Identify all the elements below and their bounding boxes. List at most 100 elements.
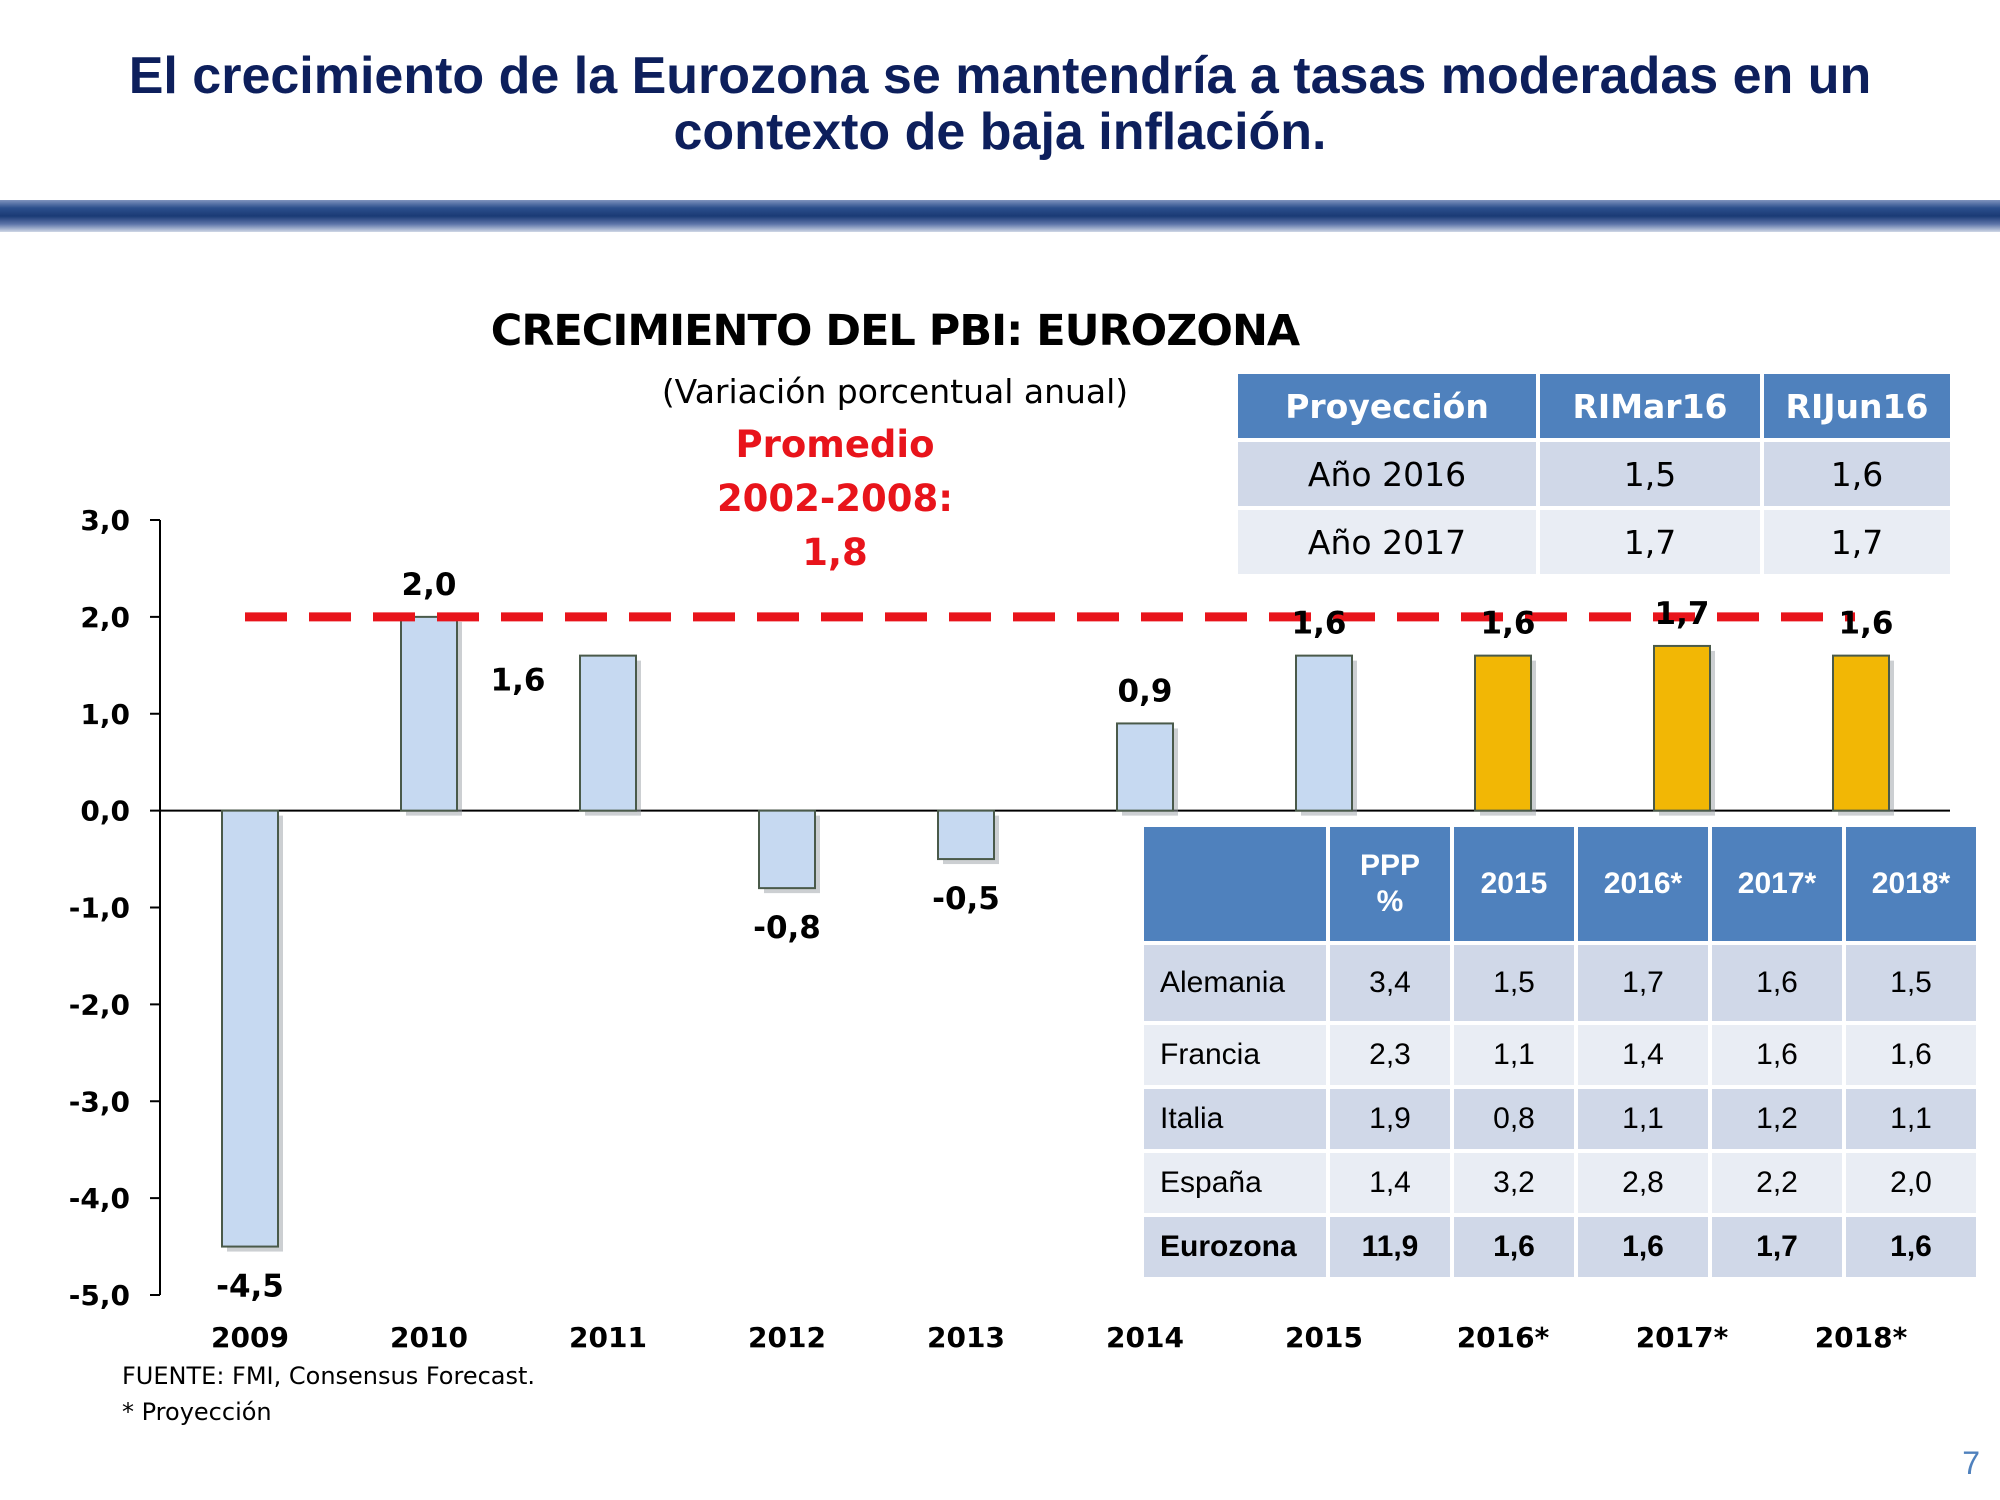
projection-table: Proyección RIMar16 RIJun16 Año 2016 1,5 … [1234,370,1954,578]
x-category-label: 2016* [1457,1321,1550,1354]
country-growth-table: PPP % 2015 2016* 2017* 2018* Alemania 3,… [1140,823,1980,1281]
country-table-row: Alemania 3,4 1,5 1,7 1,6 1,5 [1144,945,1976,1021]
bar-value-label: -4,5 [216,1269,284,1305]
bar-value-label: 1,7 [1655,596,1710,632]
projection-cell: Año 2017 [1238,510,1536,574]
country-cell: 1,9 [1330,1089,1450,1149]
country-cell: 1,7 [1712,1217,1842,1277]
country-name-cell: Italia [1144,1089,1326,1149]
y-tick-label: -3,0 [69,1085,130,1118]
bar [937,809,995,861]
bar-value-label: 2,0 [402,567,457,603]
bar-value-label: -0,8 [753,910,821,946]
bar-value-label: 1,6 [491,663,546,699]
slide-title-line2: contexto de baja inflación. [673,103,1327,161]
bar [1832,654,1890,812]
country-header-cell [1144,827,1326,941]
projection-table-row: Año 2016 1,5 1,6 [1238,442,1950,506]
country-cell: 1,5 [1454,945,1574,1021]
country-name-cell: España [1144,1153,1326,1213]
country-cell: 1,6 [1578,1217,1708,1277]
x-category-label: 2011 [569,1321,647,1354]
country-table-row: Francia 2,3 1,1 1,4 1,6 1,6 [1144,1025,1976,1085]
projection-footnote: * Proyección [122,1398,272,1426]
country-header-cell: PPP % [1330,827,1450,941]
bar [1474,654,1532,812]
projection-cell: Año 2016 [1238,442,1536,506]
source-note: FUENTE: FMI, Consensus Forecast. * Proye… [122,1358,535,1430]
x-category-label: 2013 [927,1321,1005,1354]
chart-title: CRECIMIENTO DEL PBI: EUROZONA [490,306,1300,356]
bar [1295,654,1353,812]
country-table-header: PPP % 2015 2016* 2017* 2018* [1144,827,1976,941]
country-cell: 1,5 [1846,945,1976,1021]
page-number: 7 [1962,1445,1980,1481]
projection-header-cell: RIJun16 [1764,374,1950,438]
bar-value-label: -0,5 [932,881,1000,917]
country-cell: 1,1 [1578,1089,1708,1149]
y-tick-label: 2,0 [80,601,130,634]
bar [1653,644,1711,812]
projection-header-cell: RIMar16 [1540,374,1760,438]
country-cell: 1,6 [1712,1025,1842,1085]
projection-table-header: Proyección RIMar16 RIJun16 [1238,374,1950,438]
x-category-label: 2012 [748,1321,826,1354]
x-category-label: 2018* [1815,1321,1908,1354]
country-header-cell: 2016* [1578,827,1708,941]
y-tick-label: 1,0 [80,698,130,731]
bar [221,809,279,1248]
slide-title: El crecimiento de la Eurozona se mantend… [0,48,2000,160]
chart-subtitle: (Variación porcentual anual) [661,372,1129,411]
average-note: Promedio 2002-2008: 1,8 [695,418,975,580]
average-note-line1: Promedio [735,423,935,466]
country-table-row: España 1,4 3,2 2,8 2,2 2,0 [1144,1153,1976,1213]
country-cell: 1,1 [1454,1025,1574,1085]
projection-table-row: Año 2017 1,7 1,7 [1238,510,1950,574]
bar-value-label: 1,6 [1292,606,1347,642]
country-cell: 0,8 [1454,1089,1574,1149]
x-category-label: 2017* [1636,1321,1729,1354]
average-note-line2: 2002-2008: [716,477,954,520]
country-name-cell: Alemania [1144,945,1326,1021]
country-cell: 1,7 [1578,945,1708,1021]
projection-cell: 1,7 [1540,510,1760,574]
country-table-total-row: Eurozona 11,9 1,6 1,6 1,7 1,6 [1144,1217,1976,1277]
projection-cell: 1,6 [1764,442,1950,506]
country-header-cell: 2015 [1454,827,1574,941]
y-tick-label: -4,0 [69,1182,130,1215]
country-name-cell: Eurozona [1144,1217,1326,1277]
country-cell: 11,9 [1330,1217,1450,1277]
y-tick-label: 3,0 [80,504,130,537]
average-note-value: 1,8 [802,531,868,574]
projection-header-cell: Proyección [1238,374,1536,438]
x-category-label: 2009 [211,1321,289,1354]
country-cell: 1,4 [1578,1025,1708,1085]
country-cell: 1,6 [1846,1217,1976,1277]
country-header-cell: 2017* [1712,827,1842,941]
bar [400,615,458,812]
x-category-label: 2015 [1285,1321,1363,1354]
source-line: FUENTE: FMI, Consensus Forecast. [122,1362,536,1390]
x-category-label: 2010 [390,1321,468,1354]
country-cell: 2,0 [1846,1153,1976,1213]
x-category-label: 2014 [1106,1321,1184,1354]
country-cell: 3,2 [1454,1153,1574,1213]
country-cell: 1,1 [1846,1089,1976,1149]
bar [758,809,816,890]
bar-value-label: 1,6 [1839,606,1894,642]
country-cell: 1,4 [1330,1153,1450,1213]
y-tick-label: 0,0 [80,795,130,828]
projection-cell: 1,5 [1540,442,1760,506]
title-divider-bar [0,200,2000,232]
bar-value-label: 1,6 [1481,606,1536,642]
y-tick-label: -2,0 [69,988,130,1021]
country-cell: 2,2 [1712,1153,1842,1213]
country-cell: 1,6 [1846,1025,1976,1085]
country-header-cell: 2018* [1846,827,1976,941]
country-cell: 2,8 [1578,1153,1708,1213]
y-tick-label: -5,0 [69,1279,130,1312]
bar [579,654,637,812]
slide-title-line1: El crecimiento de la Eurozona se mantend… [128,47,1872,105]
country-name-cell: Francia [1144,1025,1326,1085]
